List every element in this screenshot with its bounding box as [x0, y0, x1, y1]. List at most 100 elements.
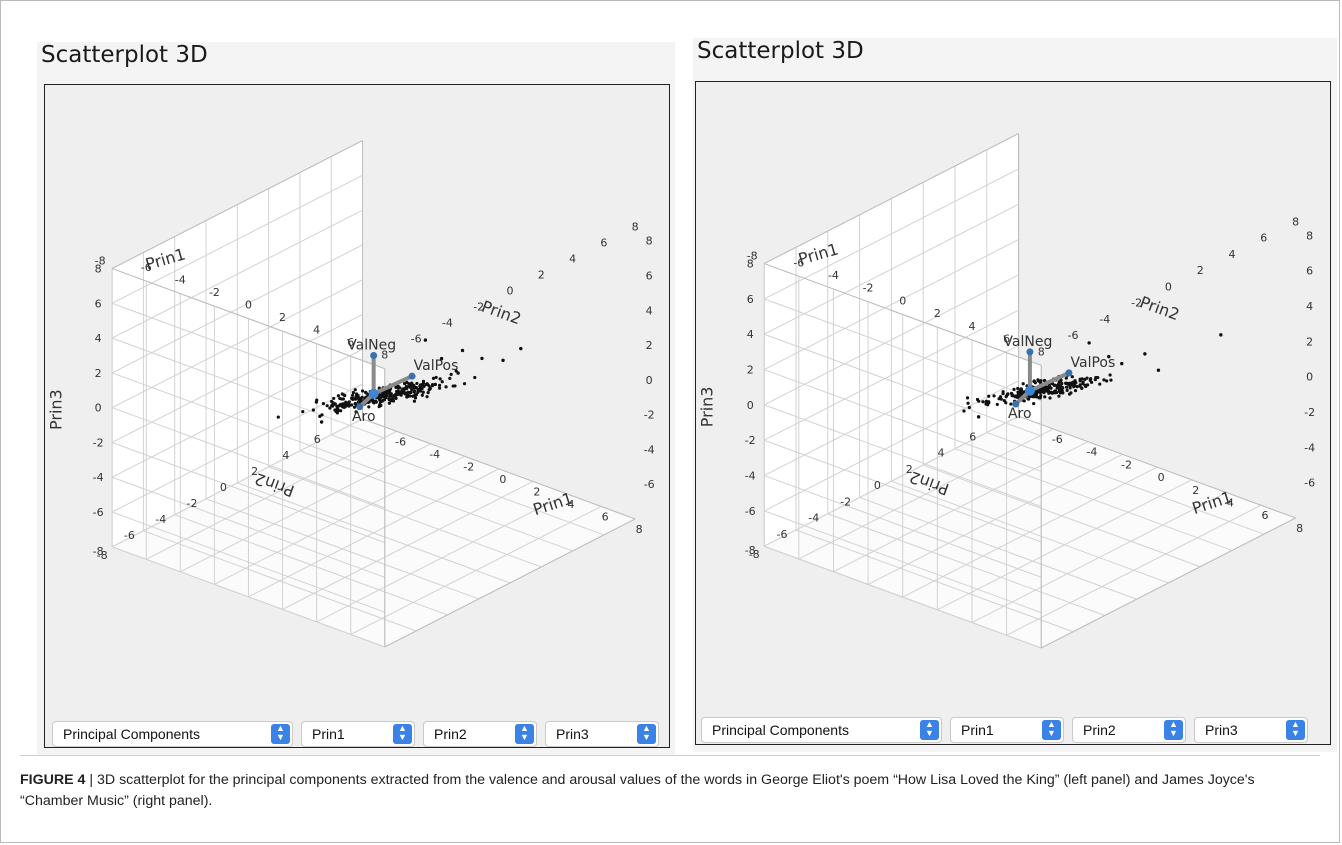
component-set-select[interactable]: Principal Components ▲ ▼ [701, 717, 942, 743]
tick-label-prin2-top: 4 [569, 253, 576, 266]
tick-label-prin1-top: -4 [828, 269, 839, 282]
data-point [1009, 402, 1013, 406]
tick-label-prin2-bottom: -4 [155, 513, 166, 526]
tick-label-prin2-bottom: -2 [840, 495, 851, 508]
data-point [1021, 382, 1025, 386]
data-point [406, 394, 410, 398]
tick-label-prin1-top: 6 [347, 336, 354, 349]
data-point [1016, 386, 1020, 391]
tick-label-prin1-top: 8 [381, 349, 388, 362]
y-axis-select[interactable]: Prin2 ▲ ▼ [423, 721, 537, 747]
data-point [341, 397, 345, 401]
tick-label-prin2-top: 4 [1229, 248, 1236, 261]
caption-text: 3D scatterplot for the principal compone… [20, 772, 1255, 809]
y-axis-select[interactable]: Prin2 ▲ ▼ [1072, 717, 1186, 743]
x-axis-select[interactable]: Prin1 ▲ ▼ [950, 717, 1064, 743]
data-point [1002, 399, 1006, 403]
data-point [1045, 387, 1049, 392]
data-point [1037, 390, 1042, 394]
data-point [1105, 379, 1109, 383]
data-point [276, 415, 280, 419]
tick-label-prin1-bottom: 8 [1296, 522, 1303, 535]
scatterplot-svg-right: -6 -6 -6 -6 6 -6 -4 -4 -4 -4 4 -4 -2 -2 -2 -2 2 -2 0 0 0 0 0 0 2… [698, 133, 1315, 649]
data-point [439, 356, 444, 361]
tick-label-prin2-bottom: -4 [808, 512, 819, 525]
data-point [1032, 379, 1036, 384]
data-point [981, 400, 985, 404]
grid-line [111, 546, 385, 648]
tick-label-prin2-bottom: 6 [969, 430, 976, 443]
data-point [449, 372, 453, 376]
scatterplot-3d-left[interactable]: -6 -6 -6 -6 6 -6 -4 -4 -4 -4 4 -4 -2 -2 -2 -2 2 -2 0 0 0 0 0 0 2… [44, 84, 670, 748]
tick-label-prin2-top: 2 [538, 269, 545, 282]
tick-label-prin1-top: 4 [968, 320, 975, 333]
grid-line [316, 493, 568, 623]
data-point [1031, 395, 1035, 399]
vector-head [1012, 400, 1020, 408]
tick-label-prin2-bottom: -6 [777, 528, 788, 541]
tick-labels: -6 -6 -6 -6 6 -6 -4 -4 -4 -4 4 -4 -2 -2 -2 -2 2 -2 0 0 0 0 0 0 2… [745, 215, 1315, 561]
data-point [413, 389, 417, 393]
data-point [1061, 386, 1065, 390]
data-point [353, 402, 357, 406]
data-point [364, 391, 368, 395]
tick-label-prin1-top: 2 [934, 307, 941, 320]
data-point [353, 388, 357, 392]
grid-line [282, 480, 534, 610]
data-point [350, 393, 355, 398]
z-axis-select[interactable]: Prin3 ▲ ▼ [1194, 717, 1308, 743]
grid-line [764, 333, 1042, 437]
data-point [424, 382, 428, 387]
data-point [1080, 386, 1084, 390]
grid-lines [763, 133, 1296, 649]
tick-label-prin1-bottom: -4 [429, 448, 440, 461]
grid-line [205, 498, 479, 600]
x-axis-select[interactable]: Prin1 ▲ ▼ [301, 721, 415, 747]
data-point [334, 409, 338, 414]
data-point [1056, 383, 1060, 387]
tick-label-prin3-right: -2 [1304, 406, 1315, 419]
data-point [311, 408, 316, 412]
tick-label-prin1-top: -2 [863, 282, 874, 295]
data-point [402, 390, 406, 394]
tick-label-prin3-right: -6 [1304, 477, 1315, 490]
tick-label-prin3-left: 8 [95, 263, 102, 276]
tick-label-prin3-right: 2 [646, 339, 653, 352]
box-edge [384, 518, 636, 648]
scatterplot-svg-left: -6 -6 -6 -6 6 -6 -4 -4 -4 -4 4 -4 -2 -2 -2 -2 2 -2 0 0 0 0 0 0 2… [46, 140, 655, 648]
origin-marker [368, 388, 379, 399]
data-point [325, 404, 329, 408]
right-panel: Scatterplot 3D -6 -6 -6 -6 6 -6 -4 -4 -4 -4 4 -4 -2-… [693, 38, 1337, 752]
chevron-updown-icon: ▲ ▼ [1164, 720, 1183, 740]
tick-label-prin2-bottom: -6 [124, 529, 135, 542]
data-point [1042, 378, 1047, 383]
grid-line [827, 513, 1105, 616]
tick-label-prin2-bottom: 4 [937, 447, 944, 460]
data-point [338, 396, 342, 401]
data-point [995, 402, 999, 407]
tick-label-prin3-left: -4 [745, 470, 756, 483]
component-set-select[interactable]: Principal Components ▲ ▼ [52, 721, 293, 747]
data-point [433, 382, 437, 387]
tick-label-prin3-left: 6 [95, 297, 102, 310]
tick-label-prin2-bottom: 2 [906, 463, 913, 476]
data-point [1219, 333, 1223, 337]
tick-label-prin2-top: -4 [442, 317, 453, 330]
data-point [1033, 392, 1037, 396]
tick-label-prin3-left: 6 [747, 293, 754, 306]
grid-line [764, 545, 1042, 649]
data-point [344, 402, 348, 406]
z-axis-select[interactable]: Prin3 ▲ ▼ [545, 721, 659, 747]
data-point [456, 371, 460, 375]
data-point [1107, 354, 1111, 359]
data-point [1010, 394, 1014, 398]
tick-label-prin3-right: 8 [646, 235, 653, 248]
chevron-updown-icon: ▲ ▼ [271, 724, 290, 744]
scatterplot-3d-right[interactable]: -6 -6 -6 -6 6 -6 -4 -4 -4 -4 4 -4 -2 -2 -2 -2 2 -2 0 0 0 0 0 0 2… [695, 81, 1331, 745]
tick-label-prin1-bottom: 0 [1158, 471, 1165, 484]
data-point [986, 403, 990, 407]
vector-label: ValNeg [347, 338, 396, 354]
data-point [427, 388, 431, 392]
tick-label-prin2-top: 0 [506, 285, 513, 298]
data-point [426, 391, 430, 395]
